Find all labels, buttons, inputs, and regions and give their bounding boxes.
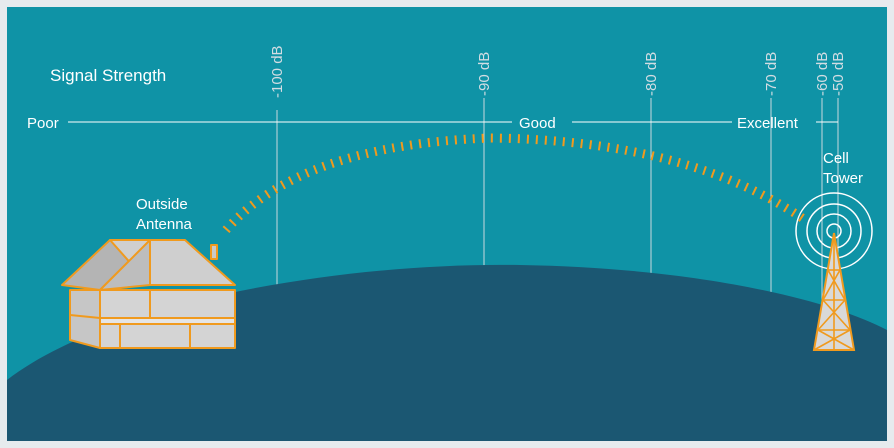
db-label: -80 dB — [643, 52, 660, 96]
diagram-title: Signal Strength — [50, 66, 166, 85]
scale-label-excellent: Excellent — [737, 115, 799, 132]
db-label: -50 dB — [830, 52, 847, 96]
tower-label-line2: Tower — [823, 170, 863, 187]
db-label: -100 dB — [269, 45, 286, 98]
house-label-line2: Antenna — [136, 216, 193, 233]
db-label: -60 dB — [814, 52, 831, 96]
house-icon — [61, 239, 236, 349]
db-label: -70 dB — [763, 52, 780, 96]
cell-tower-icon — [795, 192, 873, 351]
tower-label-line1: Cell — [823, 150, 849, 167]
db-label: -90 dB — [476, 52, 493, 96]
db-labels: -100 dB -90 dB -80 dB -70 dB -60 dB -50 … — [269, 45, 847, 98]
scale-label-poor: Poor — [27, 115, 59, 132]
house-label-line1: Outside — [136, 196, 188, 213]
scale-label-good: Good — [519, 115, 556, 132]
